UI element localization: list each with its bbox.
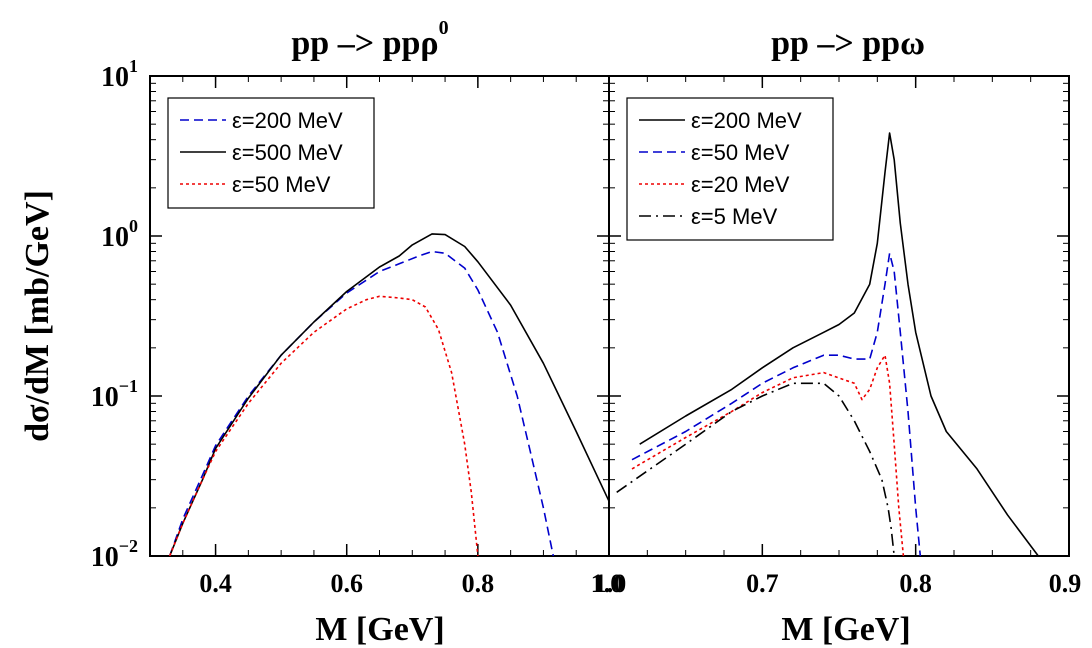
series-line-omega-2 (631, 354, 905, 556)
x-axis-label-right: M [GeV] (781, 611, 910, 648)
x-tick-label: 1.0 (591, 569, 624, 598)
series-line-rho-0 (168, 250, 555, 556)
y-tick-label: 101 (101, 56, 138, 93)
x-tick-label: 0.4 (199, 569, 232, 598)
series-line-omega-1 (631, 252, 922, 556)
legend-label: ε=500 MeV (232, 140, 343, 165)
legend-label: ε=200 MeV (232, 108, 343, 133)
series-line-omega-0 (639, 132, 1039, 556)
legend-label: ε=50 MeV (232, 172, 331, 197)
y-tick-label: 10−2 (91, 536, 138, 573)
series-line-rho-1 (168, 233, 609, 556)
legend-label: ε=50 MeV (691, 140, 790, 165)
panel-title-omega: pp –> ppω (771, 25, 925, 62)
legend-label: ε=200 MeV (691, 108, 802, 133)
y-tick-label: 10−1 (91, 376, 138, 413)
series-line-rho-2 (168, 295, 479, 556)
x-axis-label-left: M [GeV] (315, 611, 444, 648)
x-tick-label: 0.9 (1049, 569, 1082, 598)
legend-label: ε=20 MeV (691, 172, 790, 197)
x-tick-label: 0.6 (330, 569, 363, 598)
legend-box-rho (167, 97, 375, 209)
x-tick-label: 0.8 (462, 569, 495, 598)
plot-panel-omega: 1.0 0.7 0.8 0.9 ε=200 MeV ε=50 MeV ε=20 MeV ε=5… (594, 75, 1082, 598)
x-tick-label: 0.8 (899, 569, 932, 598)
panel-title-rho: pp –> ppρ0 (291, 17, 448, 62)
plot-panel-rho: 0.4 0.6 0.8 1.0 10−2 10−1 100 101 ε=200 MeV ε=500… (91, 56, 624, 598)
x-tick-label: 0.7 (746, 569, 779, 598)
x-tick-label: 1.0 (594, 569, 627, 598)
y-tick-label: 100 (101, 216, 138, 253)
series-line-omega-3 (616, 382, 895, 556)
legend-label: ε=5 MeV (691, 204, 778, 229)
legend-box-omega (626, 97, 834, 241)
y-axis-label: dσ/dM [mb/GeV] (19, 190, 56, 442)
